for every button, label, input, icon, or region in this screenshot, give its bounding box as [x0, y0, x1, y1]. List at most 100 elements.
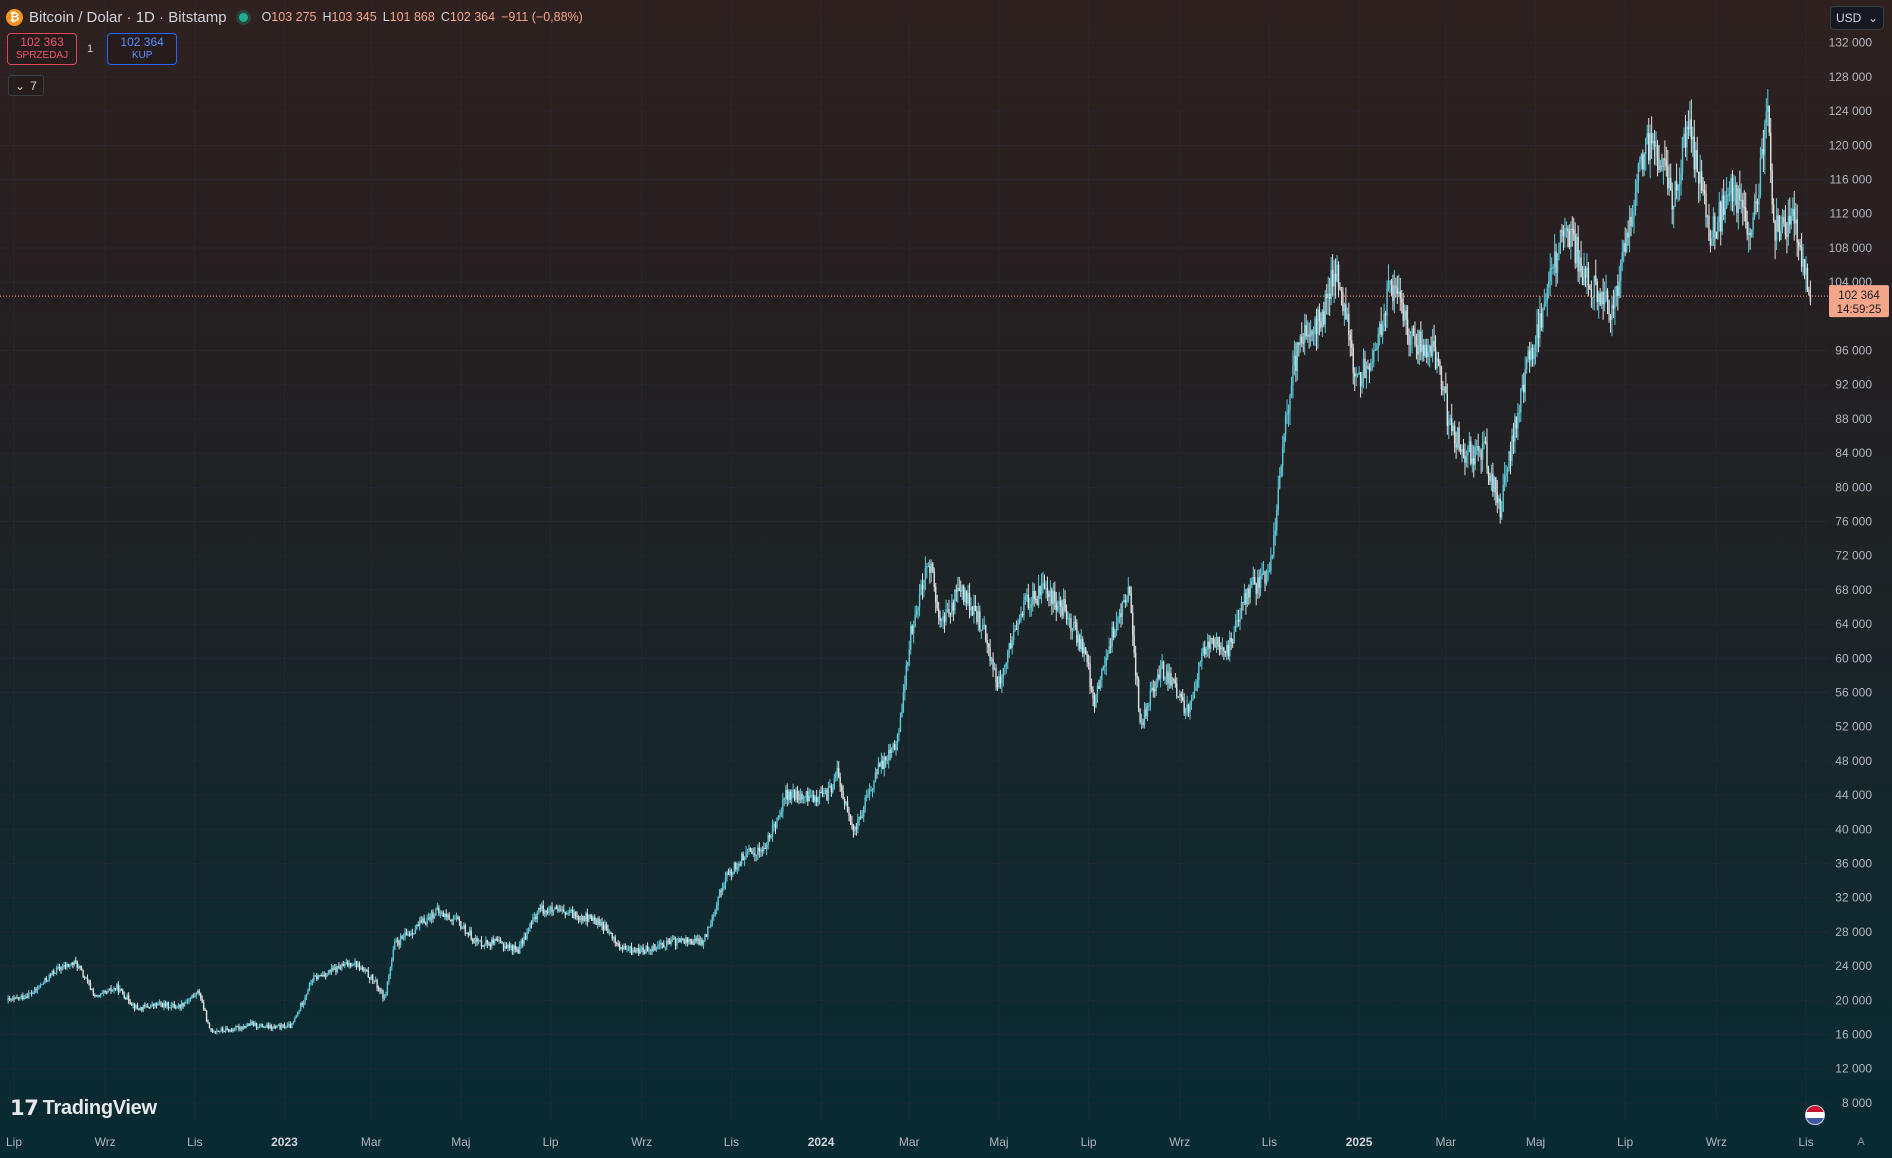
candle-body [1299, 336, 1302, 345]
candle-body [1640, 154, 1643, 160]
candle-body [558, 909, 561, 911]
candle-body [636, 947, 639, 952]
time-axis[interactable]: Lip Wrz Lis 2023 Mar Maj Lip Wrz Lis 2024 Mar Maj Li… [6, 1135, 1814, 1149]
candle-body [1477, 446, 1479, 451]
candle-body [1405, 310, 1407, 320]
candle-body [111, 990, 114, 992]
candle-body [917, 607, 919, 612]
auto-scale-button[interactable]: A [1857, 1136, 1865, 1148]
candle-body [1680, 173, 1682, 184]
candle-body [1686, 126, 1688, 148]
candle-body [860, 817, 862, 819]
candle-body [690, 941, 693, 944]
candle-body [727, 872, 730, 875]
candle-body [1261, 572, 1263, 576]
candle-body [1211, 637, 1213, 640]
candle-body [1443, 386, 1446, 391]
candle-body [138, 1008, 140, 1010]
candle-body [30, 992, 33, 994]
candle-body [108, 988, 111, 990]
candle-body [461, 927, 464, 929]
candle-body [890, 748, 893, 754]
candle-body [170, 1004, 172, 1008]
candle-body [449, 919, 452, 921]
candle-body [879, 763, 881, 767]
candle-body [1593, 275, 1596, 298]
candle-body [835, 773, 837, 779]
candle-body [91, 989, 93, 991]
candle-body [1708, 215, 1710, 241]
candle-body [1506, 469, 1509, 474]
candle-body [436, 907, 439, 910]
candle-body [36, 988, 39, 991]
candle-body [1568, 231, 1571, 248]
candle-body [492, 939, 494, 944]
candle-body [482, 945, 484, 947]
sell-button[interactable]: 102 363 SPRZEDAJ [7, 33, 77, 65]
candle-body [477, 940, 480, 942]
candle-body [223, 1030, 225, 1032]
candle-body [626, 949, 628, 951]
candle-body [7, 997, 9, 1001]
candle-body [329, 970, 331, 972]
candle-body [1120, 613, 1122, 617]
candle-body [1173, 679, 1175, 681]
candle-body [1024, 596, 1027, 601]
buy-button[interactable]: 102 364 KUP [107, 33, 178, 65]
candle-body [244, 1026, 246, 1028]
candle-body [1104, 665, 1106, 667]
candle-body [1098, 685, 1100, 689]
y-tick-label: 20 000 [1835, 993, 1872, 1007]
candle-body [1508, 451, 1510, 470]
candle-body [433, 915, 436, 919]
candle-body [1074, 621, 1077, 624]
candle-body [948, 609, 950, 614]
candle-body [1005, 662, 1007, 666]
price-axis[interactable]: 8 000 12 000 16 000 20 000 24 000 28 000 32 00… [1829, 36, 1873, 1110]
candle-body [671, 938, 674, 940]
candle-body [123, 994, 125, 999]
candle-body [1352, 347, 1354, 374]
candle-body [654, 944, 656, 950]
candle-body [1115, 622, 1118, 632]
candle-body [1426, 344, 1428, 358]
candle-body [85, 978, 87, 980]
candle-body [73, 960, 75, 965]
candle-body [316, 975, 318, 980]
candle-body [1621, 252, 1623, 261]
candle-body [1442, 389, 1444, 391]
candle-body [35, 988, 37, 991]
candle-body [960, 590, 962, 592]
candle-body [1574, 234, 1576, 264]
candle-body [561, 909, 564, 911]
candle-body [924, 568, 927, 580]
candle-body [1774, 220, 1776, 241]
candle-body [971, 607, 974, 615]
tradingview-logo[interactable]: 𝟭𝟳 TradingView [10, 1096, 157, 1121]
candle-body [1423, 344, 1425, 357]
candle-body [169, 1007, 171, 1009]
candle-body [147, 1005, 149, 1008]
candle-body [175, 1007, 177, 1009]
candle-body [582, 915, 584, 921]
candle-body [1302, 342, 1304, 344]
candle-body [1002, 668, 1005, 678]
candle-body [595, 920, 597, 925]
indicators-toggle[interactable]: ⌄ 7 [8, 75, 44, 96]
candle-body [1174, 680, 1177, 684]
candle-body [458, 919, 461, 922]
candle-body [1509, 451, 1512, 461]
flag-icon[interactable] [1805, 1105, 1825, 1125]
candle-body [842, 791, 844, 800]
candle-body [1464, 456, 1466, 463]
candle-body [660, 942, 662, 945]
symbol-title[interactable]: Bitcoin / Dolar · 1D · Bitstamp [29, 8, 227, 26]
candle-body [1231, 642, 1234, 644]
candle-body [70, 962, 73, 965]
candle-body [1214, 644, 1216, 647]
currency-selector[interactable]: USD ⌄ [1830, 6, 1884, 30]
candle-body [915, 611, 918, 615]
candle-body [642, 947, 644, 953]
